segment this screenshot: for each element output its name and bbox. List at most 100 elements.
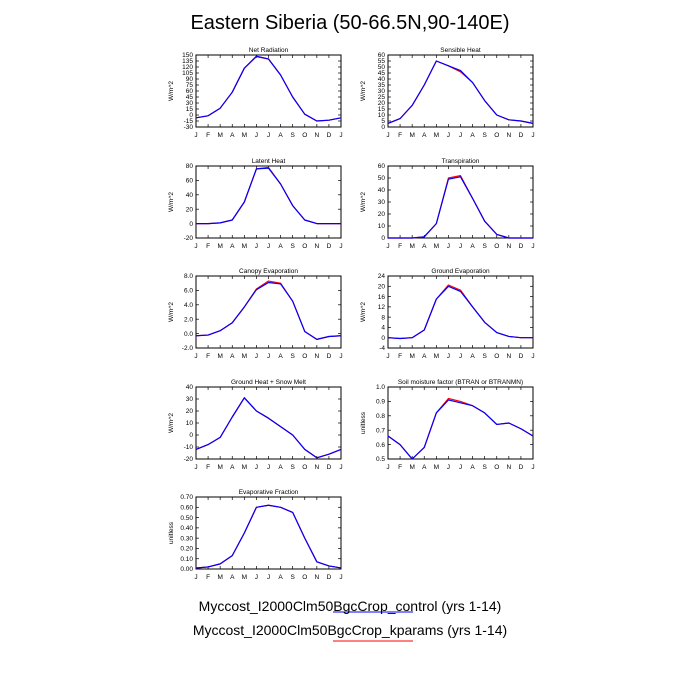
x-tick-label: N — [506, 243, 511, 250]
y-tick-label: 60 — [378, 52, 386, 59]
panel-7: Ground Heat + Snow Melt W/m^2 -20 -10 0 10 20 3… — [168, 379, 343, 471]
y-tick-label: 8.0 — [184, 273, 193, 280]
x-tick-label: A — [230, 243, 235, 250]
x-tick-label: J — [531, 353, 534, 360]
x-tick-label: F — [398, 243, 402, 250]
x-tick-label: D — [519, 243, 524, 250]
x-tick-label: O — [302, 353, 307, 360]
y-tick-label: 0.40 — [180, 525, 193, 532]
y-tick-label: 8 — [381, 314, 385, 321]
x-tick-label: O — [302, 132, 307, 139]
x-tick-label: D — [519, 132, 524, 139]
x-tick-label: F — [206, 132, 210, 139]
x-tick-label: S — [290, 243, 295, 250]
x-tick-label: M — [242, 132, 247, 139]
x-tick-label: J — [459, 353, 462, 360]
panel-8: Soil moisture factor (BTRAN or BTRANMN) u… — [360, 379, 535, 471]
x-tick-label: M — [217, 574, 222, 581]
x-tick-label: J — [339, 132, 342, 139]
y-tick-label: -10 — [184, 444, 194, 451]
y-tick-label: 0.50 — [180, 515, 193, 522]
x-tick-label: J — [386, 353, 389, 360]
y-axis-label: W/m^2 — [168, 413, 175, 433]
plot-frame — [195, 496, 342, 570]
y-tick-label: 30 — [186, 100, 194, 107]
y-axis-label: W/m^2 — [168, 81, 175, 101]
panel-title: Canopy Evaporation — [239, 268, 298, 275]
series-line — [387, 60, 534, 124]
x-tick-label: A — [278, 464, 283, 471]
y-tick-label: 0.5 — [376, 456, 385, 463]
x-tick-label: M — [409, 243, 414, 250]
series-line — [196, 167, 341, 225]
x-tick-label: N — [314, 132, 319, 139]
y-tick-label: 5 — [381, 118, 385, 125]
y-tick-label: 55 — [378, 58, 386, 65]
x-tick-label: A — [422, 243, 427, 250]
series-line — [387, 397, 534, 460]
x-tick-label: J — [194, 243, 197, 250]
y-tick-label: 0.6 — [376, 442, 385, 449]
y-tick-label: 40 — [186, 192, 194, 199]
panel-title: Ground Heat + Snow Melt — [231, 379, 306, 386]
x-tick-label: M — [409, 464, 414, 471]
x-tick-label: M — [242, 353, 247, 360]
x-tick-label: J — [339, 353, 342, 360]
x-tick-label: J — [267, 574, 270, 581]
y-tick-label: 20 — [378, 283, 386, 290]
x-tick-label: M — [242, 464, 247, 471]
plot-frame — [387, 386, 534, 460]
plot-frame — [195, 54, 342, 128]
y-tick-label: 0.20 — [180, 546, 193, 553]
x-tick-label: J — [255, 464, 258, 471]
x-tick-label: O — [302, 464, 307, 471]
x-tick-label: J — [194, 353, 197, 360]
y-tick-label: 120 — [182, 64, 193, 71]
x-tick-label: M — [242, 574, 247, 581]
x-tick-label: D — [327, 574, 332, 581]
plot-frame — [195, 165, 342, 239]
x-tick-label: A — [230, 464, 235, 471]
x-tick-label: J — [339, 574, 342, 581]
x-tick-label: N — [314, 353, 319, 360]
series-line — [195, 504, 342, 569]
x-tick-label: O — [302, 574, 307, 581]
y-tick-label: 150 — [182, 52, 193, 59]
legend-entry-control: Myccost_I2000Clm50BgcCrop_control (yrs 1… — [198, 598, 502, 614]
x-tick-label: D — [327, 353, 332, 360]
y-tick-label: 20 — [186, 206, 194, 213]
x-tick-label: J — [255, 132, 258, 139]
x-tick-label: A — [230, 132, 235, 139]
x-tick-label: A — [278, 132, 283, 139]
series-line — [195, 55, 342, 122]
y-tick-label: 25 — [378, 94, 386, 101]
y-tick-label: 0.00 — [180, 566, 193, 573]
x-tick-label: O — [302, 243, 307, 250]
x-tick-label: M — [434, 464, 439, 471]
y-tick-label: 0.30 — [180, 535, 193, 542]
x-tick-label: A — [278, 574, 283, 581]
y-tick-label: 6.0 — [184, 288, 193, 295]
y-tick-label: -15 — [184, 118, 194, 125]
y-tick-label: 10 — [378, 223, 386, 230]
y-axis-label: unitless — [360, 411, 367, 434]
x-tick-label: J — [194, 574, 197, 581]
y-tick-label: -30 — [184, 124, 194, 131]
panel-title: Ground Evaporation — [431, 268, 490, 275]
y-tick-label: 30 — [186, 396, 194, 403]
y-tick-label: 10 — [186, 420, 194, 427]
x-tick-label: N — [314, 243, 319, 250]
y-tick-label: 15 — [186, 106, 194, 113]
x-tick-label: S — [290, 574, 295, 581]
legend-entry-kparams: Myccost_I2000Clm50BgcCrop_kparams (yrs 1… — [192, 622, 508, 638]
y-tick-label: 0 — [381, 335, 385, 342]
y-tick-label: -20 — [184, 456, 194, 463]
y-tick-label: 4 — [381, 325, 385, 332]
x-tick-label: J — [447, 243, 450, 250]
x-tick-label: D — [327, 464, 332, 471]
y-tick-label: 60 — [186, 178, 194, 185]
x-tick-label: J — [459, 243, 462, 250]
